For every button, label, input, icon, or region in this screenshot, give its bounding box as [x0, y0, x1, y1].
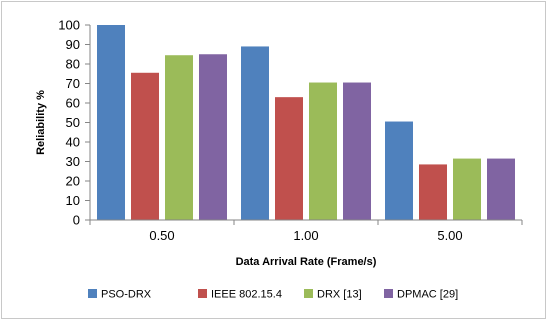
y-tick-label: 30 [66, 154, 80, 169]
x-tick-label: 1.00 [293, 228, 318, 243]
legend-label: PSO-DRX [101, 289, 152, 301]
x-axis-title: Data Arrival Rate (Frame/s) [236, 256, 377, 268]
bar-ieee-802-15-4-1.00 [275, 97, 303, 220]
legend-swatch [304, 289, 313, 298]
y-tick-label: 60 [66, 96, 80, 111]
legend-swatch [198, 289, 207, 298]
y-tick-label: 70 [66, 76, 80, 91]
bar-pso-drx-1.00 [241, 46, 269, 221]
y-tick-label: 100 [58, 18, 80, 33]
legend-label: IEEE 802.15.4 [211, 289, 282, 301]
x-tick-label: 0.50 [149, 228, 174, 243]
y-tick-label: 10 [66, 193, 80, 208]
bar-pso-drx-0.50 [97, 25, 125, 220]
bar-dpmac-29--0.50 [199, 54, 227, 220]
y-tick-label: 90 [66, 37, 80, 52]
x-tick-label: 5.00 [437, 228, 462, 243]
y-axis-ticks: 0 10 20 30 40 50 60 70 80 90 100 [58, 18, 90, 228]
y-axis-title: Reliability % [35, 90, 47, 155]
legend-label: DRX [13] [317, 289, 362, 301]
bar-drx-13--0.50 [165, 55, 193, 220]
legend-swatch [88, 289, 97, 298]
legend-label: DPMAC [29] [397, 289, 458, 301]
bar-drx-13--5.00 [453, 158, 481, 220]
bar-dpmac-29--1.00 [343, 82, 371, 221]
bar-ieee-802-15-4-5.00 [419, 164, 447, 220]
bar-pso-drx-5.00 [385, 121, 413, 220]
bar-drx-13--1.00 [309, 82, 337, 221]
y-tick-label: 20 [66, 174, 80, 189]
bar-marks [97, 25, 515, 221]
legend: PSO-DRX IEEE 802.15.4 DRX [13] DPMAC [29] [88, 289, 458, 301]
y-tick-label: 40 [66, 135, 80, 150]
y-tick-label: 0 [73, 213, 80, 228]
y-tick-label: 80 [66, 57, 80, 72]
x-axis-ticks: 0.50 1.00 5.00 [89, 220, 523, 243]
y-tick-label: 50 [66, 115, 80, 130]
bar-ieee-802-15-4-0.50 [131, 72, 159, 221]
bar-dpmac-29--5.00 [487, 158, 515, 220]
legend-swatch [384, 289, 393, 298]
